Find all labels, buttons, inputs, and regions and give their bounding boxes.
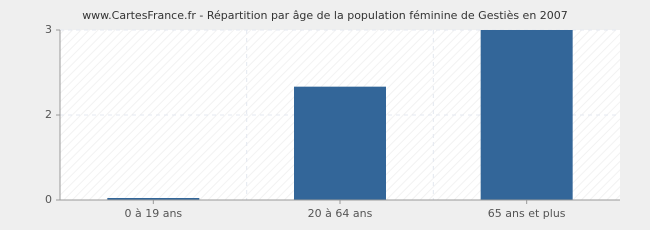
x-tick-label: 65 ans et plus xyxy=(488,207,566,220)
x-tick-label: 20 à 64 ans xyxy=(308,207,373,220)
y-tick-label: 3 xyxy=(45,23,52,36)
chart: www.CartesFrance.fr - Répartition par âg… xyxy=(0,0,650,230)
y-tick-label: 0 xyxy=(45,193,52,206)
x-tick-label: 0 à 19 ans xyxy=(124,207,182,220)
bar xyxy=(294,86,386,200)
bar xyxy=(480,30,573,200)
chart-title: www.CartesFrance.fr - Répartition par âg… xyxy=(82,9,568,22)
bar xyxy=(107,198,200,200)
y-tick-label: 2 xyxy=(45,108,52,121)
